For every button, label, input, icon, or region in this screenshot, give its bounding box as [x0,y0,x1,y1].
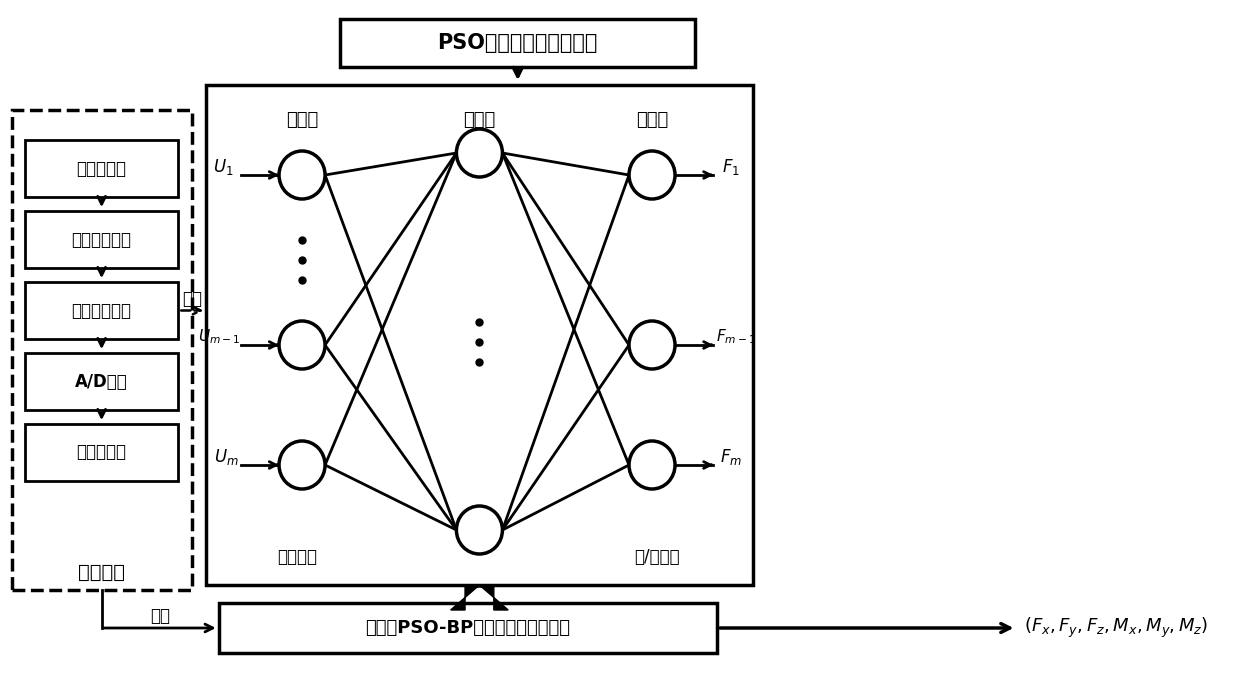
Text: 待标定传感器: 待标定传感器 [72,230,131,249]
FancyBboxPatch shape [25,211,179,268]
Text: $F_1$: $F_1$ [722,157,739,177]
Text: $U_{m-1}$: $U_{m-1}$ [198,327,241,347]
Circle shape [279,441,325,489]
Circle shape [279,321,325,369]
Text: 训练: 训练 [182,290,202,308]
Text: 载荷加载器: 载荷加载器 [77,160,126,177]
Text: 隐含层: 隐含层 [464,111,496,129]
FancyBboxPatch shape [11,110,192,590]
Text: 数据采集卡: 数据采集卡 [77,443,126,462]
Text: $U_m$: $U_m$ [215,447,238,467]
Circle shape [629,441,675,489]
FancyBboxPatch shape [341,19,696,67]
Circle shape [456,129,502,177]
Text: 力/力矩値: 力/力矩値 [634,548,680,566]
FancyBboxPatch shape [206,85,753,585]
Text: $U_1$: $U_1$ [213,157,233,177]
FancyBboxPatch shape [218,603,717,653]
Circle shape [629,321,675,369]
Text: 电压信号: 电压信号 [278,548,317,566]
FancyBboxPatch shape [25,424,179,481]
Text: A/D转换: A/D转换 [76,373,128,390]
Circle shape [629,151,675,199]
FancyBboxPatch shape [25,282,179,339]
Text: 输入层: 输入层 [286,111,319,129]
FancyBboxPatch shape [25,140,179,197]
Text: 最优的PSO-BP多维传感器解耦模型: 最优的PSO-BP多维传感器解耦模型 [366,619,570,637]
Text: $F_{m-1}$: $F_{m-1}$ [717,327,756,347]
Text: $F_m$: $F_m$ [719,447,742,467]
Text: 信号放大电路: 信号放大电路 [72,301,131,319]
Text: 输出层: 输出层 [636,111,668,129]
Text: 测试: 测试 [150,607,170,625]
Text: $(F_x,F_y,F_z,M_x,M_y,M_z)$: $(F_x,F_y,F_z,M_x,M_y,M_z)$ [1024,616,1208,640]
FancyBboxPatch shape [25,353,179,410]
Text: 数据采集: 数据采集 [78,562,125,582]
Circle shape [279,151,325,199]
Circle shape [456,506,502,554]
Text: PSO算法优化权値、阈値: PSO算法优化权値、阈値 [438,33,598,53]
FancyArrow shape [450,585,508,610]
